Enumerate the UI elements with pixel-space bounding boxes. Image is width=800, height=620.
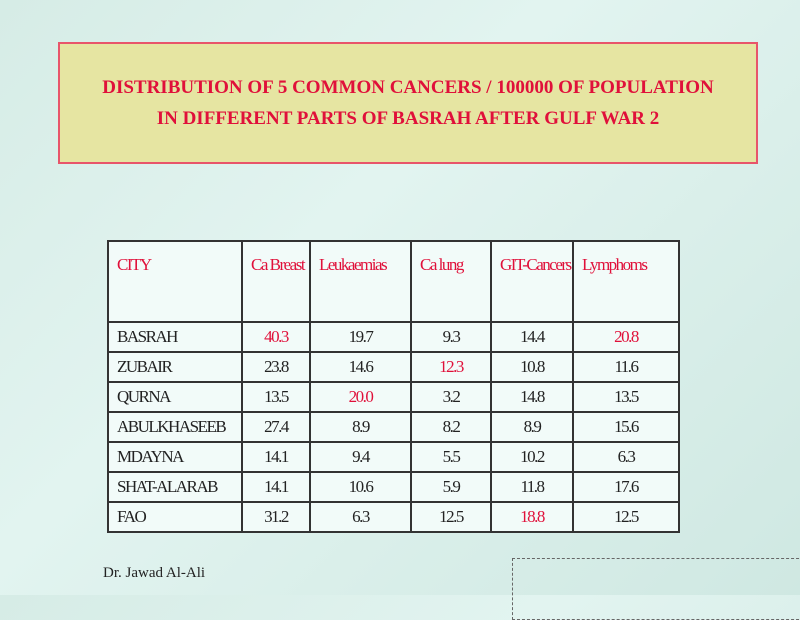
value-cell: 13.5 [572,381,680,413]
value-cell: 9.3 [410,321,492,353]
header-cell: Lymphoms [572,240,680,323]
value-cell: 10.2 [490,441,574,473]
value-cell: 6.3 [309,501,412,533]
value-cell: 20.8 [572,321,680,353]
table-row: QURNA 13.5 20.0 3.2 14.8 13.5 [107,381,680,413]
value-cell: 5.9 [410,471,492,503]
value-cell: 3.2 [410,381,492,413]
table-row: FAO 31.2 6.3 12.5 18.8 12.5 [107,501,680,533]
header-cell: Leukaemias [309,240,412,323]
value-cell: 23.8 [241,351,311,383]
table: CITY Ca Breast Leukaemias Ca lung GIT-Ca… [107,240,680,533]
frame [512,558,800,620]
author: Dr. Jawad Al-Ali [103,565,206,581]
title-box: DISTRIBUTION OF 5 COMMON CANCERS / 10000… [58,42,758,164]
value-cell: 18.8 [490,501,574,533]
value-cell: 27.4 [241,411,311,443]
table-row: ZUBAIR 23.8 14.6 12.3 10.8 11.6 [107,351,680,383]
table-row: SHAT-ALARAB 14.1 10.6 5.9 11.8 17.6 [107,471,680,503]
value-cell: 11.8 [490,471,574,503]
value-cell: 14.1 [241,471,311,503]
table-row: MDAYNA 14.1 9.4 5.5 10.2 6.3 [107,441,680,473]
city-cell: ZUBAIR [107,351,243,383]
city-cell: QURNA [107,381,243,413]
value-cell: 14.4 [490,321,574,353]
city-cell: BASRAH [107,321,243,353]
value-cell: 8.9 [490,411,574,443]
table-row: BASRAH 40.3 19.7 9.3 14.4 20.8 [107,321,680,353]
value-cell: 10.6 [309,471,412,503]
value-cell: 5.5 [410,441,492,473]
value-cell: 14.1 [241,441,311,473]
value-cell: 31.2 [241,501,311,533]
value-cell: 6.3 [572,441,680,473]
value-cell: 15.6 [572,411,680,443]
value-cell: 17.6 [572,471,680,503]
city-cell: SHAT-ALARAB [107,471,243,503]
header-cell: GIT-Cancers [490,240,574,323]
table-row: ABULKHASEEB 27.4 8.9 8.2 8.9 15.6 [107,411,680,443]
value-cell: 8.2 [410,411,492,443]
city-cell: ABULKHASEEB [107,411,243,443]
value-cell: 8.9 [309,411,412,443]
value-cell: 19.7 [309,321,412,353]
city-cell: MDAYNA [107,441,243,473]
value-cell: 11.6 [572,351,680,383]
value-cell: 13.5 [241,381,311,413]
value-cell: 10.8 [490,351,574,383]
header-row: CITY Ca Breast Leukaemias Ca lung GIT-Ca… [107,240,680,323]
header-cell: Ca lung [410,240,492,323]
value-cell: 14.6 [309,351,412,383]
header-cell: Ca Breast [241,240,311,323]
value-cell: 12.5 [572,501,680,533]
value-cell: 14.8 [490,381,574,413]
value-cell: 12.3 [410,351,492,383]
value-cell: 12.5 [410,501,492,533]
title: DISTRIBUTION OF 5 COMMON CANCERS / 10000… [102,77,714,129]
value-cell: 20.0 [309,381,412,413]
value-cell: 40.3 [241,321,311,353]
header-cell: CITY [107,240,243,323]
value-cell: 9.4 [309,441,412,473]
city-cell: FAO [107,501,243,533]
